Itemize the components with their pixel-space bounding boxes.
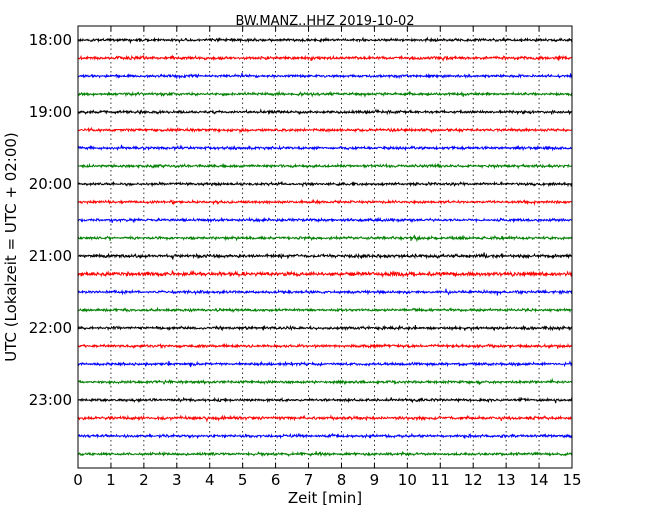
trace-2315	[77, 414, 573, 423]
trace-1945	[77, 162, 573, 170]
trace-1830	[77, 72, 573, 80]
trace-2245	[77, 377, 573, 386]
trace-1915	[77, 126, 573, 134]
trace-1930	[77, 144, 573, 152]
x-axis-ticks: 0 1 2 3 4 5 6 7 8 9 10 11 12 13 14 15	[73, 26, 582, 489]
x-tick-label-11: 11	[431, 471, 450, 489]
trace-1800	[77, 36, 573, 45]
x-tick-label-13: 13	[497, 471, 516, 489]
trace-2200	[77, 324, 573, 332]
trace-2045	[77, 234, 573, 243]
x-axis-label: Zeit [min]	[288, 489, 362, 507]
y-tick-label-19:00: 19:00	[29, 103, 72, 121]
trace-2330	[77, 432, 573, 440]
trace-2230	[77, 360, 573, 368]
y-tick-label-20:00: 20:00	[29, 175, 72, 193]
trace-1815	[77, 54, 573, 62]
x-tick-label-14: 14	[530, 471, 549, 489]
y-axis-ticks: 18:00 19:00 20:00 21:00 22:00 23:00	[29, 31, 572, 409]
trace-2100	[77, 252, 573, 260]
grid-lines	[110, 26, 540, 468]
x-tick-label-7: 7	[304, 471, 314, 489]
y-tick-label-22:00: 22:00	[29, 319, 72, 337]
x-tick-label-2: 2	[139, 471, 149, 489]
x-tick-label-6: 6	[271, 471, 281, 489]
x-tick-label-8: 8	[337, 471, 347, 489]
x-tick-label-10: 10	[398, 471, 417, 489]
trace-2030	[77, 216, 573, 224]
x-tick-label-15: 15	[562, 471, 581, 489]
x-tick-label-4: 4	[205, 471, 215, 489]
plot-frame	[77, 25, 573, 469]
trace-1900	[77, 108, 573, 116]
trace-2345	[77, 450, 573, 458]
y-tick-label-23:00: 23:00	[29, 391, 72, 409]
y-axis-label: UTC (Lokalzeit = UTC + 02:00)	[2, 132, 20, 362]
y-tick-label-21:00: 21:00	[29, 247, 72, 265]
traces	[77, 36, 573, 458]
trace-2115	[77, 270, 573, 279]
trace-2130	[77, 288, 573, 296]
x-tick-label-0: 0	[73, 471, 83, 489]
trace-2015	[77, 198, 573, 206]
chart-title: BW.MANZ..HHZ 2019-10-02	[235, 14, 414, 29]
trace-2000	[77, 180, 573, 188]
x-tick-label-9: 9	[370, 471, 380, 489]
x-tick-label-12: 12	[464, 471, 483, 489]
trace-2145	[77, 306, 573, 314]
trace-2215	[77, 342, 573, 350]
x-tick-label-5: 5	[238, 471, 248, 489]
x-tick-label-3: 3	[172, 471, 182, 489]
trace-2300	[77, 396, 573, 404]
x-tick-label-1: 1	[106, 471, 116, 489]
trace-1845	[77, 90, 573, 98]
y-tick-label-18:00: 18:00	[29, 31, 72, 49]
